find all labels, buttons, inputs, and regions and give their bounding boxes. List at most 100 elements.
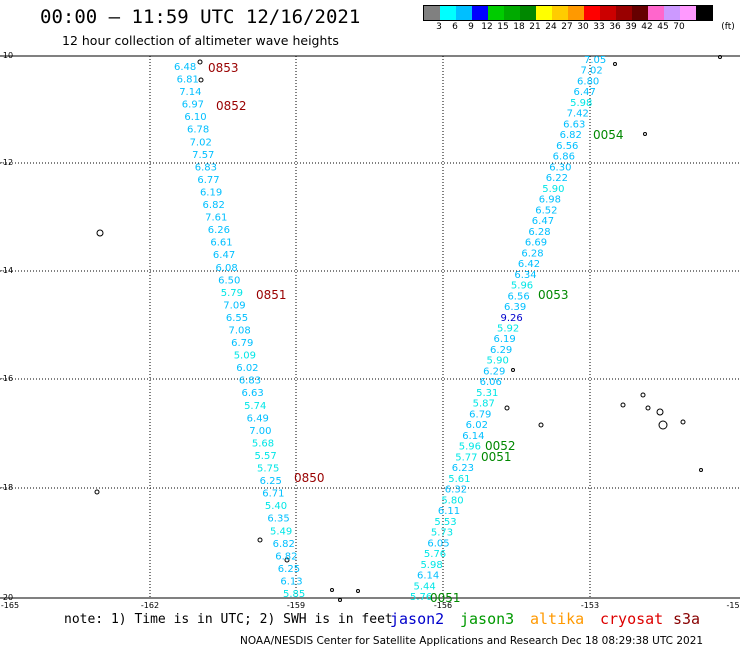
island-outline [680, 419, 686, 425]
lat-tick-label: -10 [0, 51, 14, 60]
swh-value-west: 6.78 [187, 125, 209, 136]
swh-value-west: 6.25 [278, 564, 300, 575]
swh-value-east: 6.80 [577, 76, 599, 87]
island-outline [96, 229, 104, 237]
swh-value-east: 6.86 [553, 152, 575, 163]
swh-value-west: 6.83 [195, 162, 217, 173]
islands [94, 55, 722, 602]
legend-tick-label: 36 [609, 22, 621, 32]
swh-value-east: 6.47 [532, 216, 554, 227]
island-outline [330, 588, 334, 592]
legend-swatch [488, 6, 504, 20]
legend-tick-label: 30 [577, 22, 589, 32]
island-outline [656, 408, 664, 416]
swh-value-west: 6.35 [267, 514, 289, 525]
swh-value-east: 5.90 [487, 356, 509, 367]
legend-unit-label: (ft) [721, 22, 735, 32]
swh-value-east: 6.11 [438, 506, 460, 517]
swh-value-east: 6.39 [504, 302, 526, 313]
page-subtitle: 12 hour collection of altimeter wave hei… [62, 33, 339, 48]
legend-swatch [616, 6, 632, 20]
swh-value-east: 5.76 [424, 549, 446, 560]
island-outline [645, 405, 651, 411]
swh-value-east: 6.56 [556, 141, 578, 152]
pass-time-label-east: 0052 [485, 439, 516, 453]
swh-value-east: 5.98 [570, 98, 592, 109]
swh-value-east: 5.76 [410, 592, 432, 603]
island-outline [658, 420, 668, 430]
swh-value-west: 6.61 [210, 238, 232, 249]
swh-value-west: 5.85 [283, 589, 305, 600]
lon-tick-label: -153 [580, 601, 600, 610]
legend-tick-label: 24 [545, 22, 557, 32]
swh-value-east: 5.98 [420, 560, 442, 571]
legend-swatch [664, 6, 680, 20]
swh-value-west: 6.47 [213, 250, 235, 261]
pass-time-label-west: 0853 [208, 61, 239, 75]
swh-value-west: 6.55 [226, 313, 248, 324]
map-grid [0, 55, 740, 599]
island-outline [198, 77, 204, 83]
swh-value-east: 6.42 [518, 259, 540, 270]
island-outline [538, 422, 544, 428]
pass-time-label-east: 0053 [538, 288, 569, 302]
legend-tick-label: 3 [436, 22, 442, 32]
legend-swatch [584, 6, 600, 20]
swh-value-east: 5.80 [441, 495, 463, 506]
island-outline [284, 557, 290, 563]
legend-tick-label: 42 [641, 22, 653, 32]
swh-value-east: 6.34 [514, 270, 536, 281]
legend-swatch [504, 6, 520, 20]
swh-value-east: 5.44 [413, 581, 435, 592]
swh-value-east: 6.82 [560, 130, 582, 141]
swh-value-east: 6.30 [549, 162, 571, 173]
legend-tick-label: 18 [513, 22, 525, 32]
lon-tick-label: -156 [433, 601, 453, 610]
swh-value-west: 6.82 [275, 551, 297, 562]
legend-tick-label: 27 [561, 22, 573, 32]
legend-tick-label: 9 [468, 22, 474, 32]
legend-swatch [520, 6, 536, 20]
swh-value-east: 5.77 [455, 452, 477, 463]
swh-value-west: 6.13 [280, 576, 302, 587]
swh-value-west: 7.61 [205, 213, 227, 224]
legend-swatch [632, 6, 648, 20]
swh-value-east: 6.14 [417, 571, 439, 582]
legend-swatch [472, 6, 488, 20]
swh-value-west: 5.79 [221, 288, 243, 299]
swh-value-east: 5.31 [476, 388, 498, 399]
swh-value-west: 5.75 [257, 464, 279, 475]
swh-value-west: 6.08 [216, 263, 238, 274]
island-outline [94, 489, 100, 495]
swh-value-east: 6.63 [563, 119, 585, 130]
swh-value-east: 6.02 [466, 420, 488, 431]
swh-value-west: 6.82 [273, 539, 295, 550]
legend-swatch [680, 6, 696, 20]
legend-swatch [440, 6, 456, 20]
swh-value-east: 6.23 [452, 463, 474, 474]
swh-value-east: 6.22 [546, 173, 568, 184]
lat-tick-label: -18 [0, 483, 14, 492]
swh-value-west: 5.40 [265, 501, 287, 512]
swh-value-west: 6.49 [247, 413, 269, 424]
swh-value-east: 7.05 [584, 55, 606, 66]
pass-time-label-west: 0852 [216, 99, 247, 113]
swh-value-west: 6.83 [239, 376, 261, 387]
swh-value-east: 5.87 [473, 399, 495, 410]
island-outline [356, 589, 360, 593]
legend-tick-label: 21 [529, 22, 541, 32]
swh-value-east: 6.14 [462, 431, 484, 442]
island-outline [504, 405, 510, 411]
swh-value-east: 6.29 [483, 366, 505, 377]
swh-value-east: 6.29 [490, 345, 512, 356]
legend-swatch [456, 6, 472, 20]
satellite-label-jason2: jason2 [390, 610, 445, 628]
lon-tick-label: -159 [286, 601, 306, 610]
swh-value-west: 5.09 [234, 351, 256, 362]
swh-value-east: 6.06 [480, 377, 502, 388]
satellite-label-altika: altika [530, 610, 585, 628]
pass-time-label-west: 0851 [256, 288, 287, 302]
lat-tick-label: -16 [0, 374, 14, 383]
swh-value-east: 7.02 [581, 66, 603, 77]
